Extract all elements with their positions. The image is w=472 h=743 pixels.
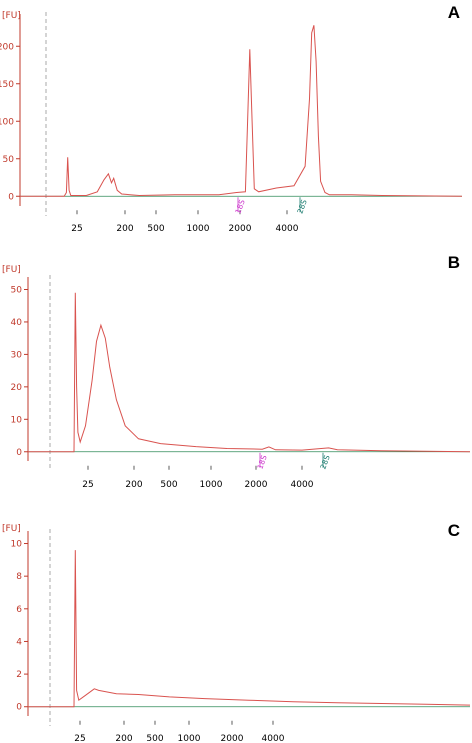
x-tick-label: 200: [116, 224, 133, 234]
y-tick-label: 2: [16, 670, 22, 680]
panel-b: B [FU] 0 10 20 30 40 50 25 200 500 1000 2000 4000 18S 2…: [2, 253, 471, 490]
fluorescence-trace: [28, 550, 471, 708]
x-tick-label: 1000: [187, 224, 210, 234]
y-tick-label: 50: [3, 155, 15, 165]
x-tick-label: 500: [160, 480, 177, 490]
x-tick-label: 4000: [276, 224, 299, 234]
x-tick-label: 1000: [200, 480, 223, 490]
x-tick-label: 2000: [245, 480, 268, 490]
peak-annotation-18s: 18S: [255, 454, 268, 471]
x-tick-label: 500: [147, 224, 164, 234]
x-tick-label: 25: [82, 480, 93, 490]
y-tick-label: 4: [16, 637, 22, 647]
peak-annotation-28s: 28S: [318, 454, 331, 471]
panel-letter: A: [448, 3, 460, 22]
x-tick-label: 1000: [178, 734, 201, 743]
x-tick-label: 500: [146, 734, 163, 743]
panel-letter: B: [448, 253, 460, 272]
y-tick-label: 6: [16, 605, 22, 615]
x-tick-label: 200: [125, 480, 142, 490]
y-tick-label: 10: [11, 540, 23, 550]
y-unit-label: [FU]: [2, 11, 21, 21]
x-tick-label: 200: [115, 734, 132, 743]
peak-annotation-18s: 18S: [233, 198, 246, 215]
y-tick-label: 20: [11, 383, 23, 393]
y-unit-label: [FU]: [2, 524, 21, 534]
y-tick-label: 200: [0, 42, 14, 52]
x-tick-label: 25: [71, 224, 82, 234]
fluorescence-trace: [20, 25, 463, 197]
x-tick-label: 25: [74, 734, 85, 743]
panel-c: C [FU] 0 2 4 6 8 10 25 200 500 1000 2000 4000: [2, 521, 471, 743]
y-unit-label: [FU]: [2, 265, 21, 275]
x-tick-label: 2000: [221, 734, 244, 743]
x-tick-label: 4000: [262, 734, 285, 743]
panel-letter: C: [448, 521, 460, 540]
y-tick-label: 0: [8, 192, 14, 202]
y-tick-label: 50: [11, 285, 23, 295]
x-tick-label: 4000: [291, 480, 314, 490]
y-tick-label: 10: [11, 415, 23, 425]
y-tick-label: 40: [11, 318, 23, 328]
x-tick-label: 2000: [229, 224, 252, 234]
panel-a: A [FU] 0 50 100 150 200 25 200 500 1000 2000 4000 18S…: [0, 3, 463, 234]
y-tick-label: 0: [16, 703, 22, 713]
y-tick-label: 100: [0, 117, 14, 127]
y-tick-label: 8: [16, 572, 22, 582]
y-tick-label: 150: [0, 80, 14, 90]
y-tick-label: 0: [16, 448, 22, 458]
peak-annotation-28s: 28S: [295, 198, 308, 215]
fluorescence-trace: [28, 292, 471, 453]
y-tick-label: 30: [11, 350, 23, 360]
